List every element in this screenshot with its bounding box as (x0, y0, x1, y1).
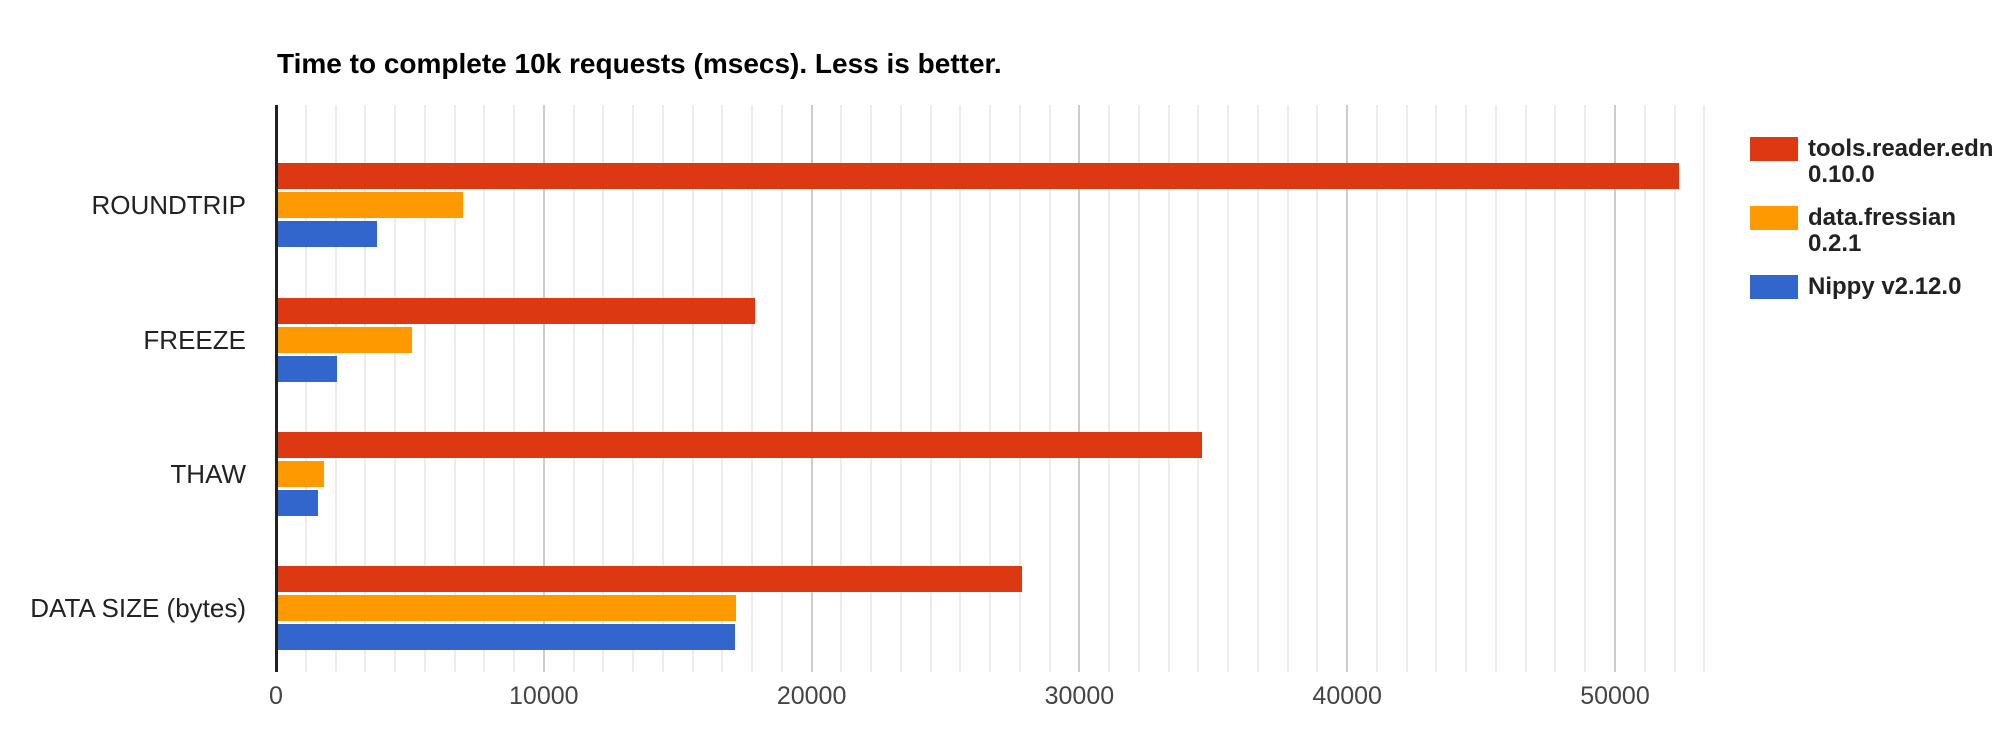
minor-gridline (721, 105, 724, 672)
minor-gridline (959, 105, 962, 672)
category-label-freeze: FREEZE (143, 325, 246, 355)
minor-gridline (1256, 105, 1259, 672)
major-gridline (1078, 105, 1081, 672)
legend-swatch-icon (1750, 137, 1798, 161)
minor-gridline (1584, 105, 1587, 672)
bar-freeze-series-1 (278, 327, 412, 353)
minor-gridline (1227, 105, 1230, 672)
bar-roundtrip-series-2 (278, 221, 377, 247)
x-axis-tick-label-10000: 10000 (509, 682, 579, 710)
category-label-thaw: THAW (170, 459, 246, 489)
minor-gridline (1048, 105, 1051, 672)
minor-gridline (513, 105, 516, 672)
minor-gridline (1108, 105, 1111, 672)
minor-gridline (304, 105, 307, 672)
major-gridline (1346, 105, 1349, 672)
minor-gridline (1673, 105, 1676, 672)
minor-gridline (364, 105, 367, 672)
bar-data-size-bytes-series-1 (278, 595, 736, 621)
minor-gridline (1137, 105, 1140, 672)
minor-gridline (632, 105, 635, 672)
bar-thaw-series-1 (278, 461, 324, 487)
minor-gridline (572, 105, 575, 672)
x-axis-tick-label-20000: 20000 (776, 682, 847, 710)
minor-gridline (334, 105, 337, 672)
minor-gridline (661, 105, 664, 672)
x-axis-tick-label-50000: 50000 (1580, 682, 1650, 710)
minor-gridline (483, 105, 486, 672)
minor-gridline (453, 105, 456, 672)
legend: tools.reader.edn 0.10.0 data.fressian 0.2.1… (1750, 136, 1993, 300)
minor-gridline (1435, 105, 1438, 672)
major-gridline (542, 105, 545, 672)
minor-gridline (1643, 105, 1646, 672)
legend-item-nippy-v2-12-0: Nippy v2.12.0 (1750, 274, 1993, 300)
major-gridline (1613, 105, 1616, 672)
legend-item-data-fressian-0-2-1: data.fressian 0.2.1 (1750, 205, 1993, 257)
minor-gridline (840, 105, 843, 672)
x-axis-tick-label-30000: 30000 (1044, 682, 1115, 710)
minor-gridline (1197, 105, 1200, 672)
bar-roundtrip-series-1 (278, 192, 463, 218)
minor-gridline (1316, 105, 1319, 672)
legend-swatch-icon (1750, 206, 1798, 230)
x-axis-tick-label-0: 0 (269, 682, 283, 710)
bar-thaw-series-2 (278, 490, 318, 516)
bar-data-size-bytes-series-0 (278, 566, 1022, 592)
minor-gridline (394, 105, 397, 672)
minor-gridline (1494, 105, 1497, 672)
minor-gridline (1405, 105, 1408, 672)
category-label-data-size-bytes: DATA SIZE (bytes) (30, 593, 246, 623)
bar-data-size-bytes-series-2 (278, 624, 735, 650)
bar-freeze-series-0 (278, 298, 755, 324)
minor-gridline (1018, 105, 1021, 672)
legend-label: data.fressian 0.2.1 (1808, 204, 1957, 257)
minor-gridline (1375, 105, 1378, 672)
minor-gridline (1286, 105, 1289, 672)
bar-roundtrip-series-0 (278, 163, 1679, 189)
major-gridline (810, 105, 813, 672)
legend-label: Nippy v2.12.0 (1808, 273, 1962, 300)
legend-swatch-icon (1750, 275, 1798, 299)
legend-label: tools.reader.edn 0.10.0 (1808, 135, 1994, 188)
y-axis-baseline (275, 105, 278, 672)
minor-gridline (691, 105, 694, 672)
minor-gridline (1167, 105, 1170, 672)
minor-gridline (1465, 105, 1468, 672)
minor-gridline (929, 105, 932, 672)
minor-gridline (751, 105, 754, 672)
chart-title: Time to complete 10k requests (msecs). L… (277, 48, 1002, 79)
bar-freeze-series-2 (278, 356, 337, 382)
legend-item-tools-reader-edn-0-10-0: tools.reader.edn 0.10.0 (1750, 136, 1993, 188)
minor-gridline (1524, 105, 1527, 672)
minor-gridline (423, 105, 426, 672)
minor-gridline (899, 105, 902, 672)
minor-gridline (989, 105, 992, 672)
x-axis-tick-label-40000: 40000 (1312, 682, 1382, 710)
minor-gridline (870, 105, 873, 672)
minor-gridline (1703, 105, 1706, 672)
minor-gridline (1554, 105, 1557, 672)
minor-gridline (780, 105, 783, 672)
minor-gridline (602, 105, 605, 672)
category-label-roundtrip: ROUNDTRIP (91, 190, 246, 220)
bar-thaw-series-0 (278, 432, 1202, 458)
